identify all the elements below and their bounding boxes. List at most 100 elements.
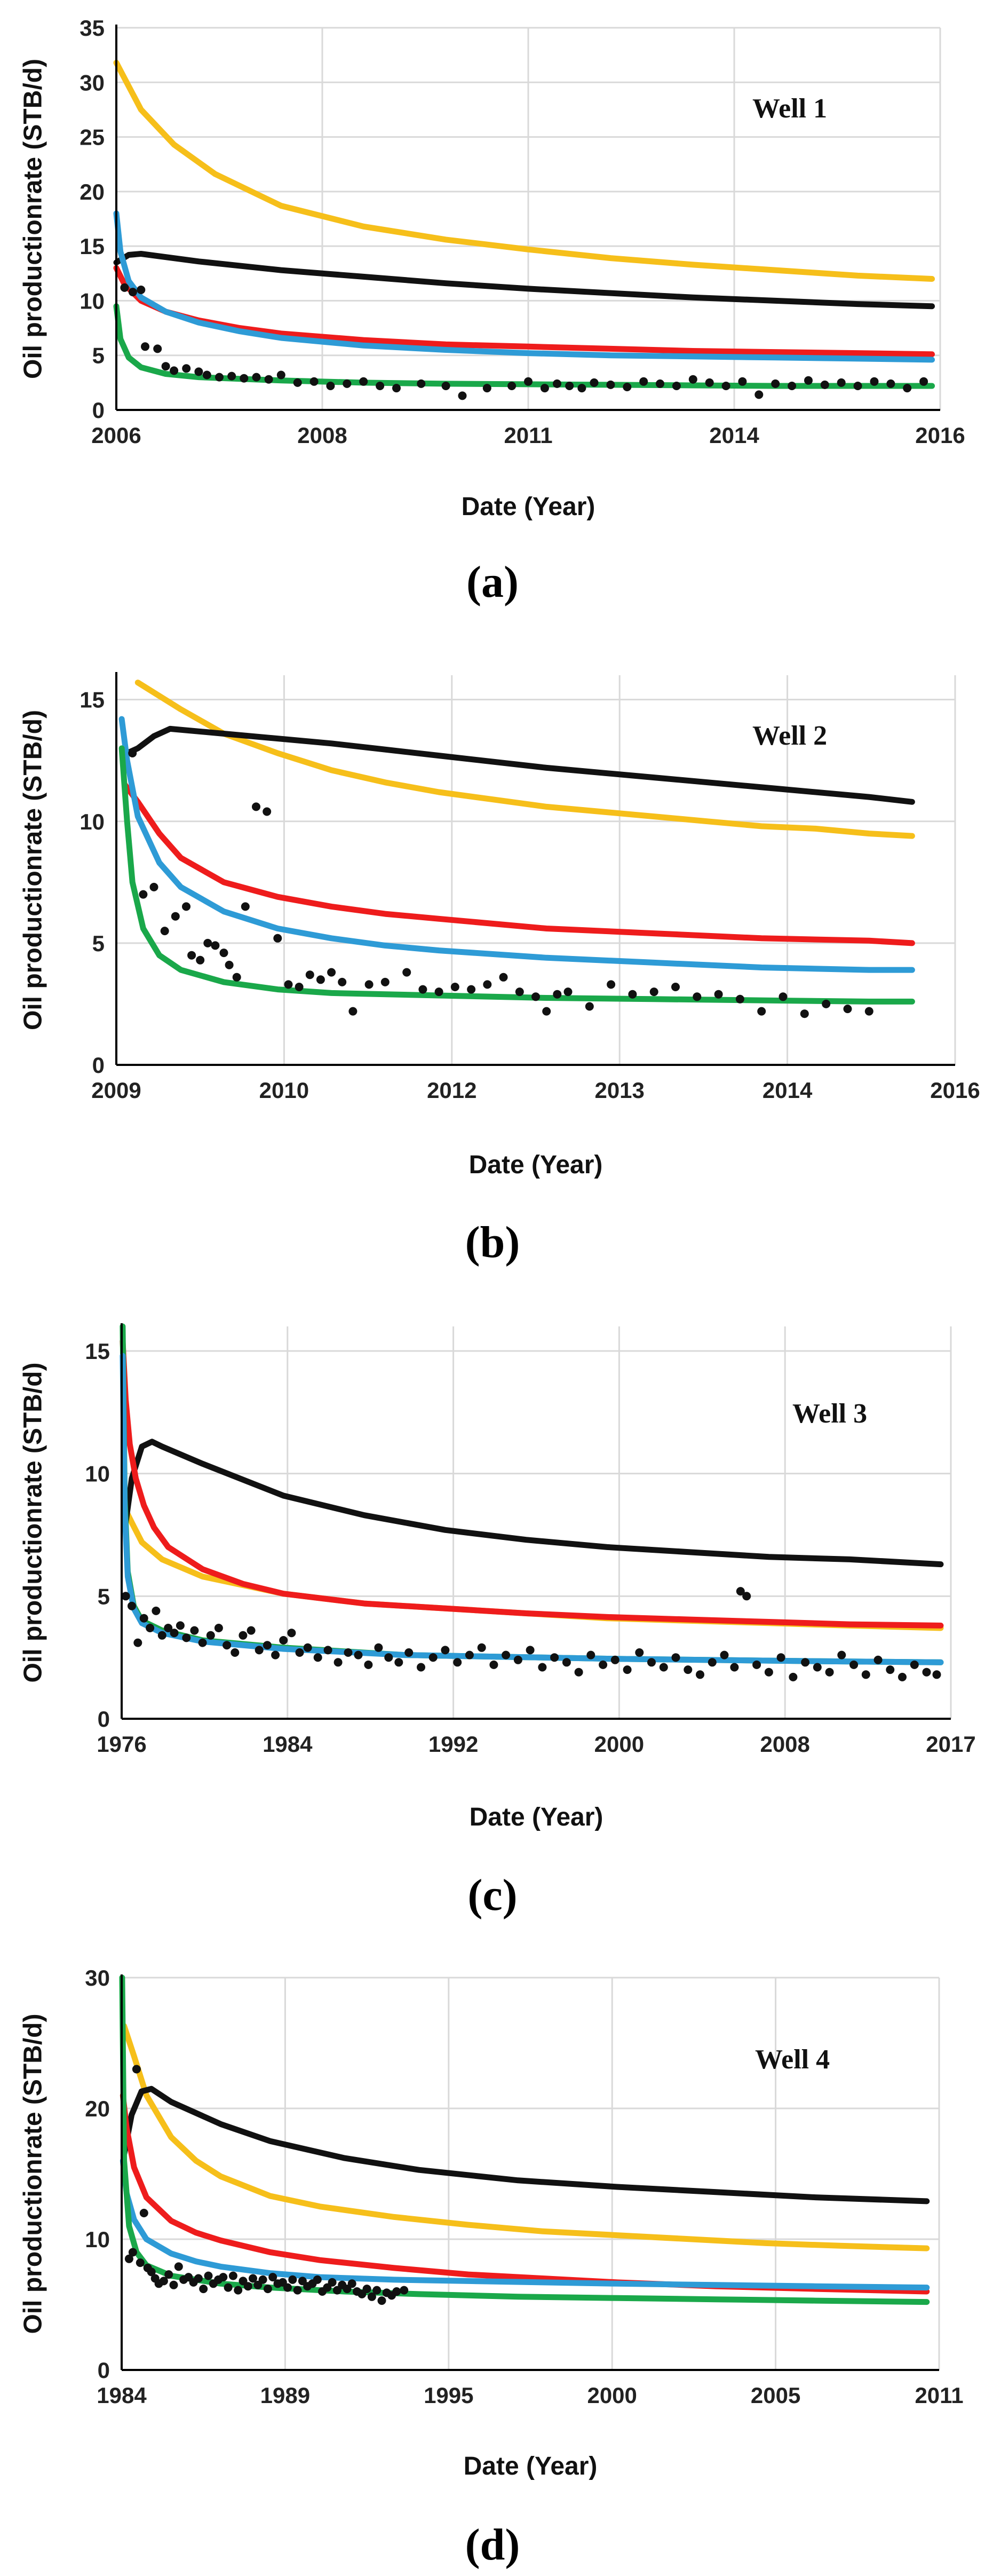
data-point bbox=[402, 968, 411, 977]
data-point bbox=[128, 749, 137, 757]
data-point bbox=[922, 1668, 931, 1677]
data-point bbox=[864, 1007, 873, 1016]
data-point bbox=[228, 2271, 237, 2280]
observed-points bbox=[128, 749, 873, 1018]
data-point bbox=[190, 1626, 199, 1635]
data-point bbox=[873, 1655, 883, 1664]
axes bbox=[115, 25, 940, 411]
y-tick-label: 25 bbox=[80, 125, 105, 150]
series-line-yellow bbox=[134, 679, 915, 839]
data-point bbox=[194, 367, 203, 376]
data-point bbox=[279, 1636, 288, 1645]
data-point bbox=[376, 382, 385, 390]
panel-label: (a) bbox=[466, 557, 519, 607]
x-tick-label: 2013 bbox=[594, 1078, 644, 1103]
data-point bbox=[263, 2285, 272, 2294]
data-point bbox=[206, 1631, 215, 1640]
data-point bbox=[303, 1643, 312, 1652]
data-point bbox=[295, 983, 304, 991]
data-point bbox=[540, 384, 549, 393]
data-point bbox=[820, 380, 829, 389]
data-point bbox=[400, 2286, 409, 2295]
y-tick-label: 5 bbox=[98, 1584, 110, 1609]
data-point bbox=[293, 2286, 302, 2295]
data-point bbox=[169, 2280, 178, 2289]
y-tick-label: 0 bbox=[92, 1053, 105, 1078]
data-point bbox=[223, 1641, 232, 1650]
data-point bbox=[211, 941, 220, 950]
data-point bbox=[132, 2065, 141, 2074]
data-point bbox=[239, 1631, 248, 1640]
x-tick-label: 2011 bbox=[504, 423, 552, 448]
data-point bbox=[804, 376, 813, 385]
data-point bbox=[453, 1658, 462, 1667]
y-tick-label: 10 bbox=[85, 2227, 110, 2252]
data-point bbox=[247, 1626, 256, 1635]
data-point bbox=[647, 1658, 656, 1667]
data-point bbox=[380, 977, 390, 986]
x-tick-label: 2000 bbox=[587, 2383, 637, 2408]
y-tick-label: 10 bbox=[80, 809, 105, 834]
data-point bbox=[720, 1650, 729, 1660]
series-line-yellow bbox=[113, 60, 935, 282]
data-point bbox=[252, 802, 260, 811]
data-point bbox=[870, 377, 879, 386]
data-point bbox=[599, 1660, 608, 1669]
data-point bbox=[800, 1009, 809, 1018]
tick-labels: 0 5 10 15 20 25 30 35 2006 2008 2011 2014 2016 bbox=[80, 15, 965, 448]
data-point bbox=[705, 378, 714, 387]
data-point bbox=[577, 384, 586, 393]
x-axis-label: Date (Year) bbox=[462, 493, 595, 521]
data-point bbox=[688, 375, 697, 384]
panel-label: (d) bbox=[465, 2520, 520, 2570]
data-point bbox=[623, 1665, 632, 1674]
data-point bbox=[639, 377, 648, 386]
data-point bbox=[825, 1668, 834, 1677]
data-point bbox=[227, 372, 236, 381]
x-tick-label: 2016 bbox=[930, 1078, 980, 1103]
x-tick-label: 2014 bbox=[709, 423, 759, 448]
data-point bbox=[263, 807, 272, 816]
series-line-red bbox=[120, 1338, 944, 1629]
data-point bbox=[364, 1660, 373, 1669]
y-tick-label: 0 bbox=[98, 2358, 110, 2383]
data-point bbox=[822, 999, 831, 1008]
x-tick-label: 2017 bbox=[926, 1732, 975, 1757]
series-line-green bbox=[118, 745, 915, 1005]
data-point bbox=[574, 1668, 583, 1677]
data-point bbox=[309, 377, 319, 386]
x-axis-label: Date (Year) bbox=[464, 2452, 598, 2480]
x-tick-label: 1995 bbox=[424, 2383, 473, 2408]
data-point bbox=[343, 379, 352, 388]
data-point bbox=[776, 1653, 785, 1662]
data-point bbox=[752, 1660, 761, 1669]
data-point bbox=[149, 882, 158, 891]
data-point bbox=[837, 378, 846, 387]
data-point bbox=[164, 1624, 173, 1632]
data-point bbox=[367, 2292, 376, 2301]
data-point bbox=[590, 378, 599, 387]
chart-panel-a: 0 5 10 15 20 25 30 35 2006 2008 2011 2014 2016 Well … bbox=[19, 15, 965, 607]
data-point bbox=[606, 380, 615, 389]
data-point bbox=[441, 382, 450, 390]
tick-labels: 0 5 10 15 2009 2010 2012 2013 2014 2016 bbox=[80, 688, 980, 1103]
observed-points bbox=[121, 1587, 941, 1681]
x-tick-label: 2008 bbox=[297, 423, 347, 448]
data-point bbox=[562, 1658, 571, 1667]
data-point bbox=[326, 382, 335, 390]
data-point bbox=[483, 980, 492, 989]
data-point bbox=[333, 1658, 343, 1667]
data-point bbox=[139, 1614, 148, 1623]
data-point bbox=[124, 2254, 133, 2263]
data-point bbox=[441, 1646, 450, 1655]
data-point bbox=[507, 382, 517, 390]
data-point bbox=[708, 1658, 717, 1667]
data-point bbox=[283, 2283, 292, 2292]
x-tick-label: 2005 bbox=[751, 2383, 800, 2408]
data-point bbox=[255, 1646, 264, 1655]
data-point bbox=[323, 1646, 332, 1655]
data-point bbox=[730, 1663, 739, 1672]
data-point bbox=[243, 2282, 252, 2291]
